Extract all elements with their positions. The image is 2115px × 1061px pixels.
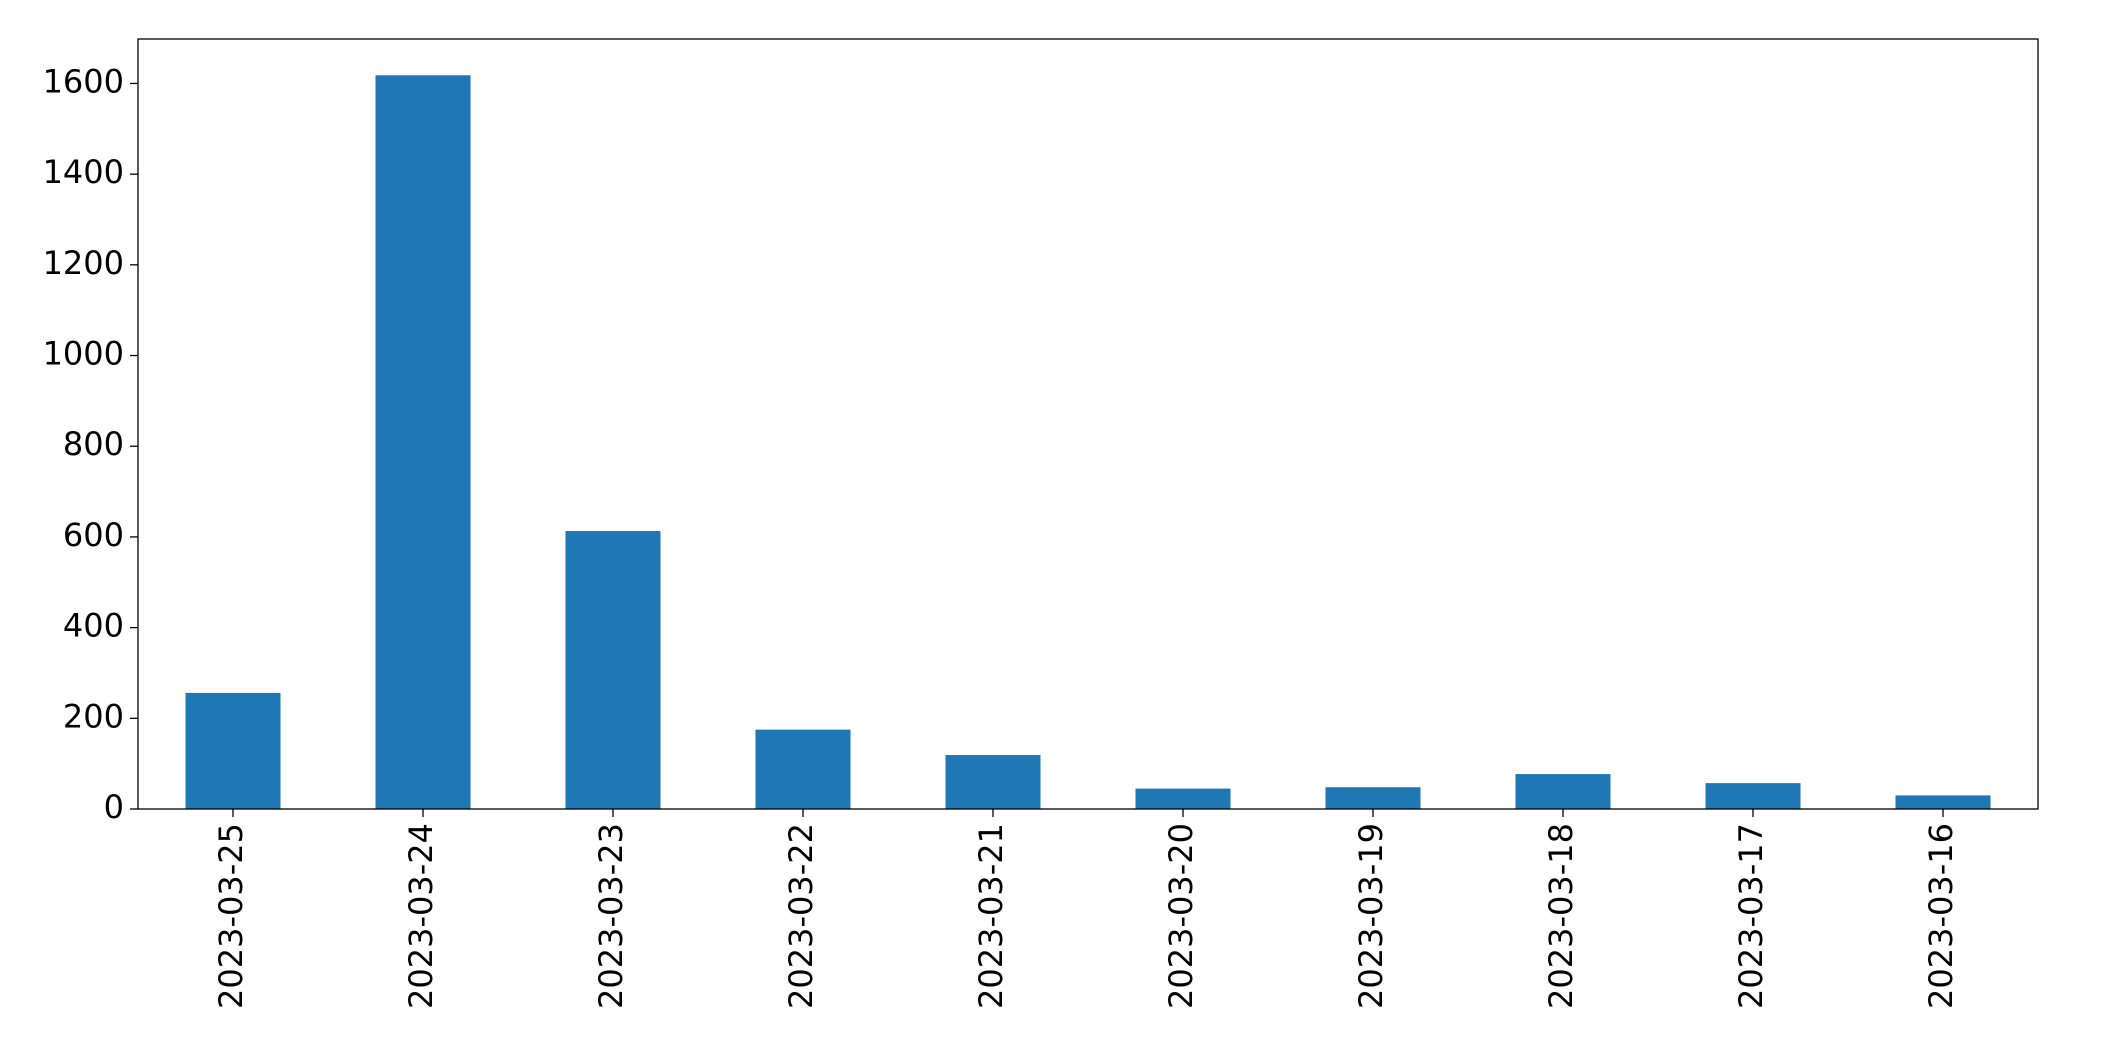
- y-tick-label: 200: [63, 697, 124, 735]
- y-tick-label: 800: [63, 425, 124, 463]
- x-tick-label: 2023-03-22: [782, 823, 820, 1009]
- y-tick-label: 400: [63, 607, 124, 645]
- bar: [185, 692, 281, 809]
- x-tick-label: 2023-03-16: [1922, 823, 1960, 1009]
- y-tick-label: 1600: [43, 62, 124, 100]
- y-tick-label: 1400: [43, 153, 124, 191]
- y-tick-label: 0: [104, 788, 124, 826]
- x-tick-label: 2023-03-24: [402, 823, 440, 1009]
- bar: [1705, 783, 1801, 809]
- y-tick-label: 1000: [43, 335, 124, 373]
- bar: [375, 75, 471, 810]
- bar: [755, 729, 851, 809]
- bar: [1515, 774, 1611, 809]
- x-tick-label: 2023-03-23: [592, 823, 630, 1009]
- x-tick-label: 2023-03-25: [212, 823, 250, 1009]
- y-tick-label: 1200: [43, 244, 124, 282]
- x-tick-label: 2023-03-19: [1352, 823, 1390, 1009]
- plot-frame: [137, 38, 2039, 810]
- y-tick-label: 600: [63, 516, 124, 554]
- x-tick-label: 2023-03-17: [1732, 823, 1770, 1009]
- bar: [565, 531, 661, 809]
- bar: [1135, 788, 1231, 809]
- bar: [1325, 787, 1421, 809]
- x-tick-label: 2023-03-21: [972, 823, 1010, 1009]
- x-tick-label: 2023-03-20: [1162, 823, 1200, 1009]
- x-tick-label: 2023-03-18: [1542, 823, 1580, 1009]
- bar: [1895, 795, 1991, 809]
- bar: [945, 755, 1041, 809]
